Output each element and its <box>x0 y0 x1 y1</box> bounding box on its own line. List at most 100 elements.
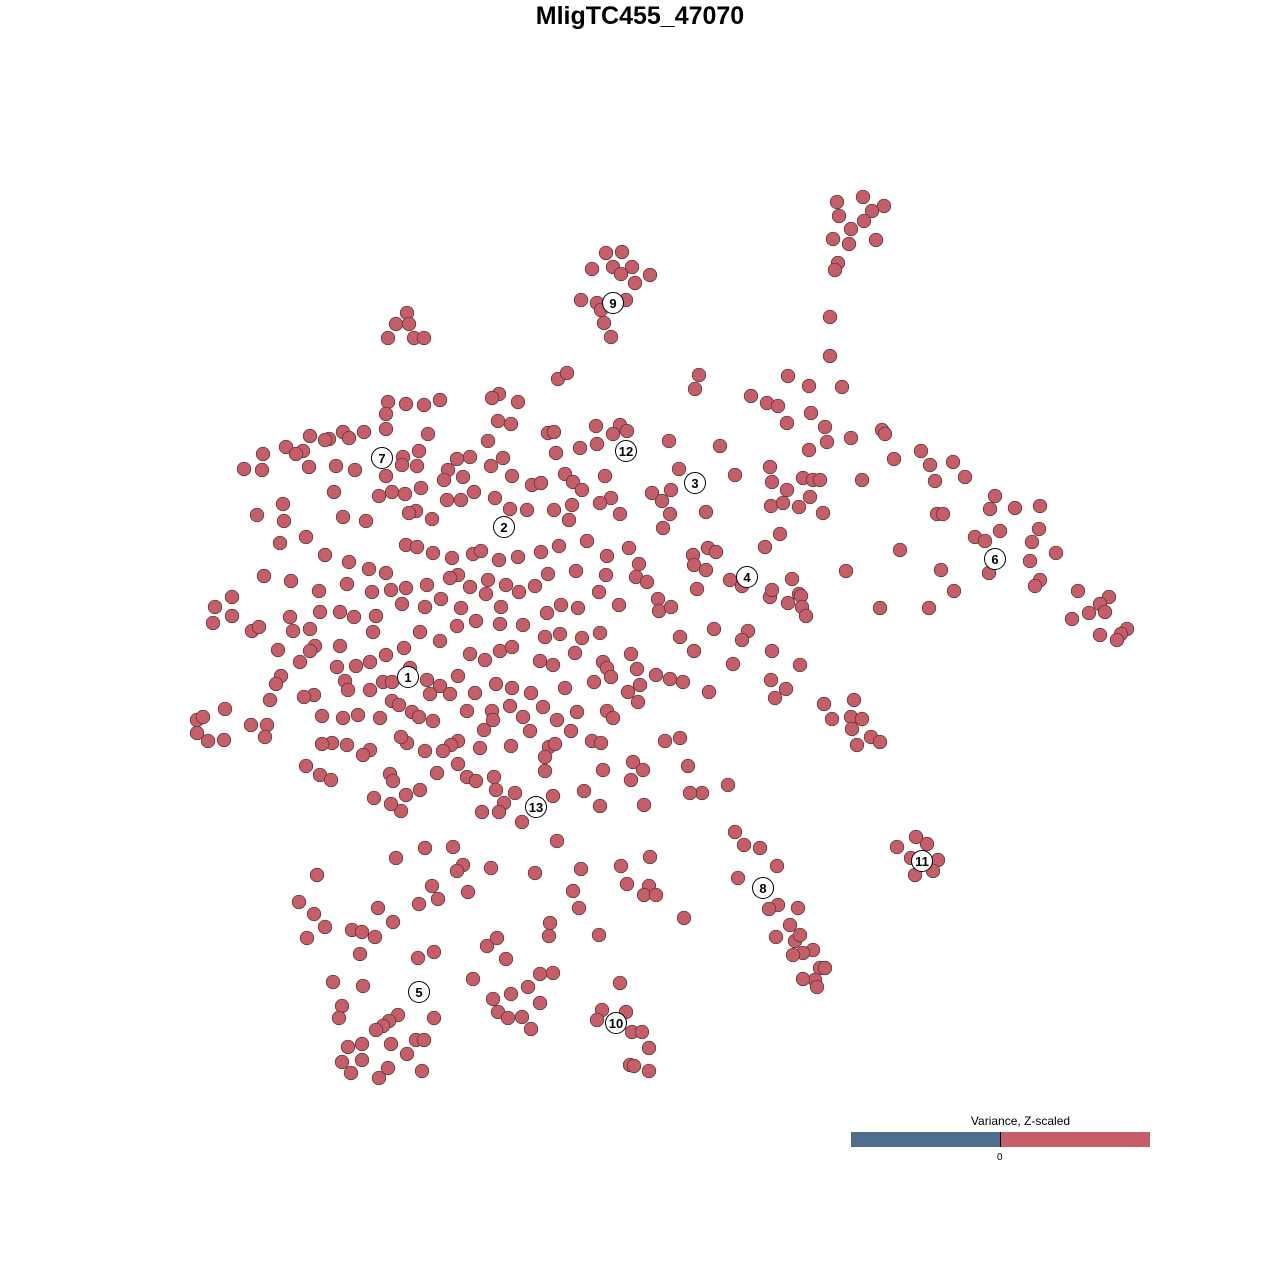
data-point <box>780 595 796 611</box>
data-point <box>414 1063 430 1079</box>
legend-negative-segment <box>851 1132 1001 1147</box>
data-point <box>559 365 575 381</box>
data-point <box>476 722 492 738</box>
data-point <box>812 472 828 488</box>
chart-title: MligTC455_47070 <box>535 2 745 30</box>
data-point <box>243 717 259 733</box>
legend-zero-tick <box>1000 1132 1001 1147</box>
cluster-label-badge <box>911 850 933 872</box>
data-point <box>466 484 482 500</box>
cluster-label-badge <box>397 666 419 688</box>
data-point <box>450 756 466 772</box>
data-point <box>341 554 357 570</box>
data-point <box>410 950 426 966</box>
data-point <box>270 642 286 658</box>
data-point <box>626 1058 642 1074</box>
data-point <box>625 754 641 770</box>
data-point <box>487 490 503 506</box>
data-point <box>686 643 702 659</box>
cluster-label-badge <box>615 440 637 462</box>
data-point <box>371 488 387 504</box>
data-point <box>736 837 752 853</box>
data-point <box>384 674 400 690</box>
data-point <box>514 814 530 830</box>
data-point <box>485 712 501 728</box>
data-point <box>498 577 514 593</box>
data-point <box>311 583 327 599</box>
data-point <box>533 475 549 491</box>
data-point <box>380 1060 396 1076</box>
data-point <box>603 329 619 345</box>
data-point <box>504 468 520 484</box>
data-point <box>511 584 527 600</box>
cluster-label-text: 3 <box>691 476 698 491</box>
data-point <box>298 758 314 774</box>
data-point <box>332 638 348 654</box>
cluster-label-badge <box>736 566 758 588</box>
data-point <box>576 783 592 799</box>
legend-positive-segment <box>1000 1132 1150 1147</box>
data-point <box>822 309 838 325</box>
data-point <box>655 520 671 536</box>
data-point <box>856 213 872 229</box>
data-point <box>877 426 893 442</box>
data-point <box>764 582 780 598</box>
data-point <box>420 426 436 442</box>
data-point <box>510 394 526 410</box>
data-point <box>802 489 818 505</box>
data-point <box>571 900 587 916</box>
data-point <box>642 849 658 865</box>
data-point <box>495 450 511 466</box>
data-point <box>992 523 1008 539</box>
data-point <box>623 646 639 662</box>
data-point <box>430 891 446 907</box>
data-point <box>545 788 561 804</box>
data-point <box>424 511 440 527</box>
data-point <box>296 689 312 705</box>
data-point <box>224 589 240 605</box>
data-point <box>819 434 835 450</box>
data-point <box>500 1010 516 1026</box>
data-point <box>619 423 635 439</box>
legend-title: Variance, Z-scaled <box>970 1114 1071 1128</box>
data-point <box>662 671 678 687</box>
data-point <box>368 1022 384 1038</box>
data-point <box>412 624 428 640</box>
data-point <box>565 883 581 899</box>
data-point <box>435 743 451 759</box>
data-point <box>627 275 643 291</box>
data-point <box>480 433 496 449</box>
legend-tick-label: 0 <box>997 1152 1003 1163</box>
data-point <box>449 451 465 467</box>
data-point <box>385 773 401 789</box>
data-point <box>546 502 562 518</box>
data-point <box>309 867 325 883</box>
data-point <box>763 498 779 514</box>
data-point <box>592 495 608 511</box>
data-point <box>945 454 961 470</box>
data-point <box>397 486 413 502</box>
cluster-label-text: 12 <box>619 444 633 459</box>
data-point <box>442 570 458 586</box>
data-point <box>278 439 294 455</box>
data-point <box>207 599 223 615</box>
data-point <box>385 914 401 930</box>
data-point <box>396 640 412 656</box>
cluster-label-8: 8 <box>752 877 774 899</box>
cluster-label-text: 4 <box>743 570 751 585</box>
cluster-label-9: 9 <box>602 292 624 314</box>
data-point <box>922 457 938 473</box>
data-point <box>467 685 483 701</box>
data-point <box>292 654 308 670</box>
points-layer <box>189 189 1135 1086</box>
data-point <box>398 396 414 412</box>
data-point <box>473 543 489 559</box>
data-point <box>597 468 613 484</box>
data-point <box>801 442 817 458</box>
data-point <box>661 433 677 449</box>
data-point <box>868 232 884 248</box>
data-point <box>641 1063 657 1079</box>
data-point <box>770 398 786 414</box>
data-point <box>648 667 664 683</box>
data-point <box>927 473 943 489</box>
